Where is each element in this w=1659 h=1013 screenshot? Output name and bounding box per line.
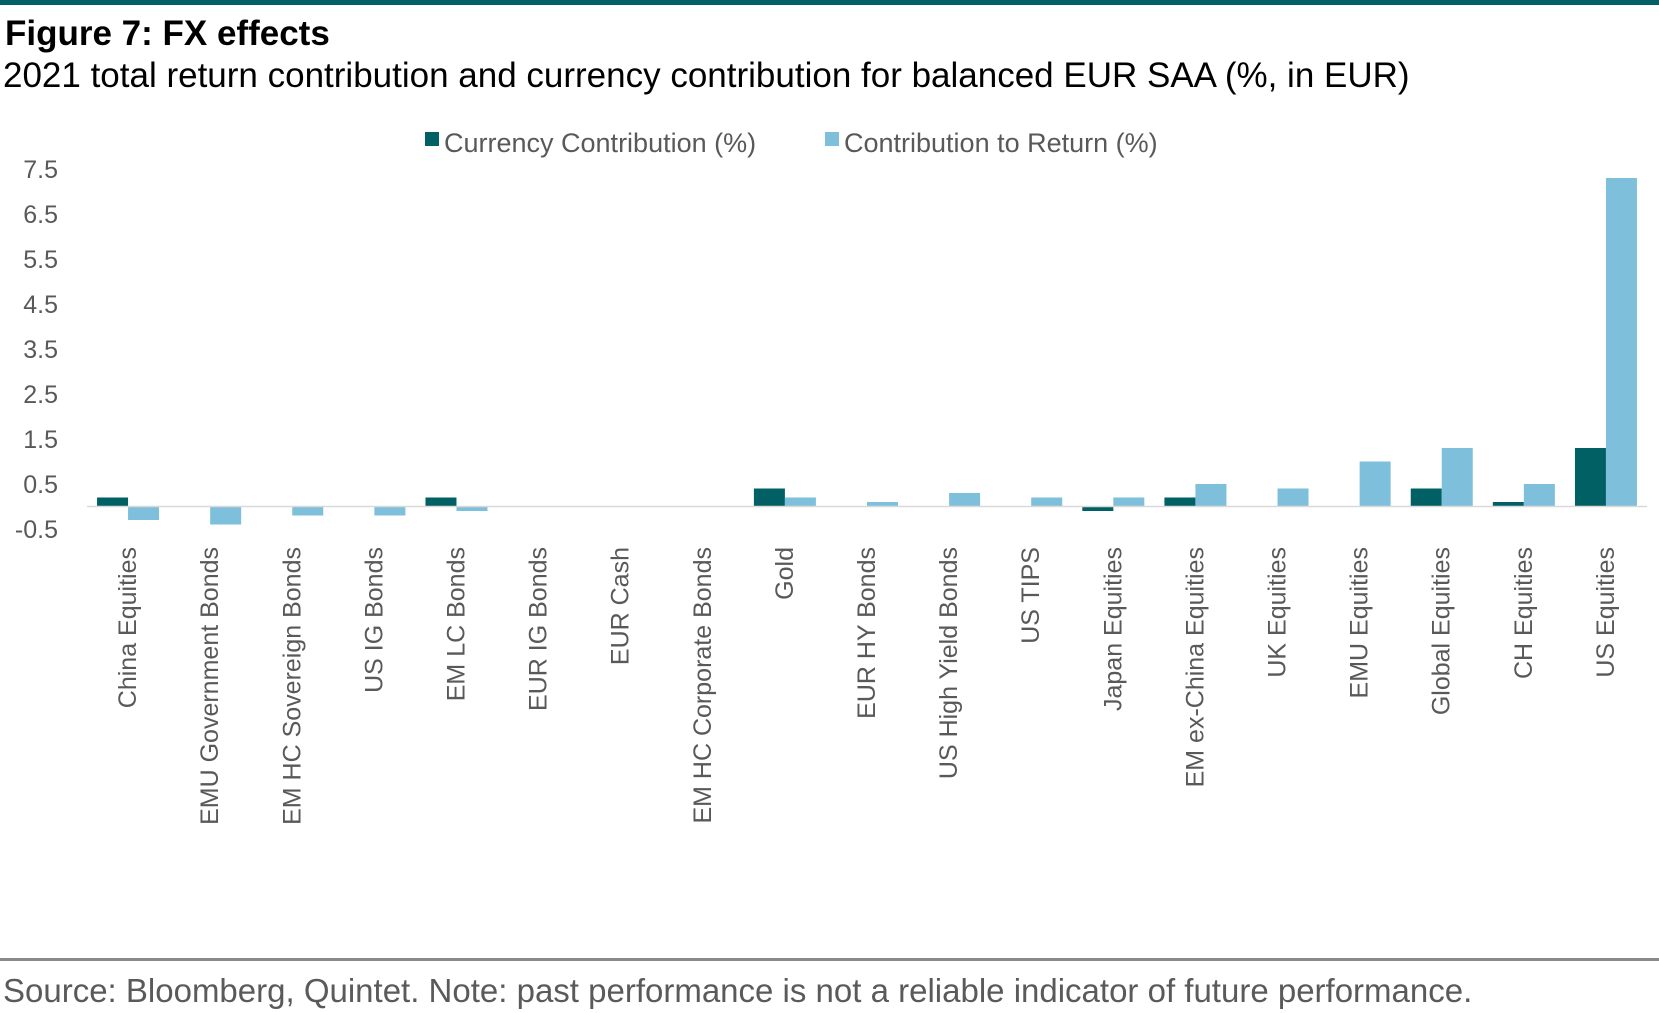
bar-contribution [1113, 497, 1145, 507]
bar-contribution [1523, 484, 1555, 507]
bar-currency [1082, 506, 1114, 511]
x-category-label: EMU Government Bonds [196, 547, 224, 825]
x-category-label: UK Equities [1264, 547, 1292, 678]
bar-currency [97, 497, 129, 507]
bar-contribution [1031, 497, 1063, 507]
bar-contribution [949, 493, 981, 507]
bar-currency [425, 497, 457, 507]
bottom-rule [0, 958, 1659, 961]
bar-contribution [1605, 178, 1637, 507]
x-category-label: Global Equities [1428, 547, 1456, 715]
top-rule [0, 0, 1659, 5]
bar-contribution [292, 506, 324, 516]
bar-contribution [456, 506, 488, 511]
bar-contribution [210, 506, 242, 525]
y-tick-label: -0.5 [15, 516, 58, 544]
y-tick-label: 4.5 [23, 291, 58, 319]
y-tick-label: 0.5 [23, 471, 58, 499]
bar-currency [1410, 488, 1442, 507]
bar-contribution [1441, 448, 1473, 507]
y-tick-label: 5.5 [23, 246, 58, 274]
x-category-label: CH Equities [1510, 547, 1538, 679]
legend-swatch [425, 132, 439, 146]
source-note: Source: Bloomberg, Quintet. Note: past p… [3, 972, 1473, 1009]
bar-contribution [128, 506, 160, 520]
x-category-label: EM HC Corporate Bonds [689, 547, 717, 824]
y-tick-label: 6.5 [23, 201, 58, 229]
bar-contribution [867, 502, 898, 507]
x-category-label: US Equities [1592, 547, 1620, 678]
x-category-label: US TIPS [1017, 547, 1045, 644]
legend-label: Currency Contribution (%) [444, 128, 756, 158]
bar-chart: Currency Contribution (%) Contribution to… [15, 128, 1647, 825]
bar-currency [1574, 448, 1606, 507]
x-category-label: EM HC Sovereign Bonds [278, 547, 306, 825]
x-category-label: EUR HY Bonds [853, 547, 881, 719]
x-category-label: EUR Cash [607, 547, 635, 665]
bar-contribution [1277, 488, 1309, 507]
bar-contribution [374, 506, 406, 516]
bar-currency [1164, 497, 1196, 507]
bar-currency [1492, 502, 1524, 507]
bar-contribution [784, 497, 816, 507]
x-category-label: US High Yield Bonds [935, 547, 963, 779]
x-category-label: Gold [771, 547, 799, 600]
x-category-label: EM LC Bonds [442, 547, 470, 701]
x-category-label: EM ex-China Equities [1181, 547, 1209, 787]
figure-subtitle: 2021 total return contribution and curre… [3, 56, 1410, 95]
y-tick-label: 3.5 [23, 336, 58, 364]
y-tick-label: 7.5 [23, 156, 58, 184]
x-category-label: EMU Equities [1346, 547, 1374, 698]
bar-contribution [1195, 484, 1227, 507]
y-tick-label: 1.5 [23, 426, 58, 454]
figure-title: Figure 7: FX effects [5, 14, 330, 53]
x-category-label: EUR IG Bonds [525, 547, 553, 711]
bar-currency [753, 488, 785, 507]
bar-contribution [1359, 461, 1391, 507]
legend-swatch [825, 132, 839, 146]
x-category-label: Japan Equities [1099, 547, 1127, 711]
legend-label: Contribution to Return (%) [844, 128, 1158, 158]
x-category-label: US IG Bonds [360, 547, 388, 693]
y-tick-label: 2.5 [23, 381, 58, 409]
x-category-label: China Equities [114, 547, 142, 708]
